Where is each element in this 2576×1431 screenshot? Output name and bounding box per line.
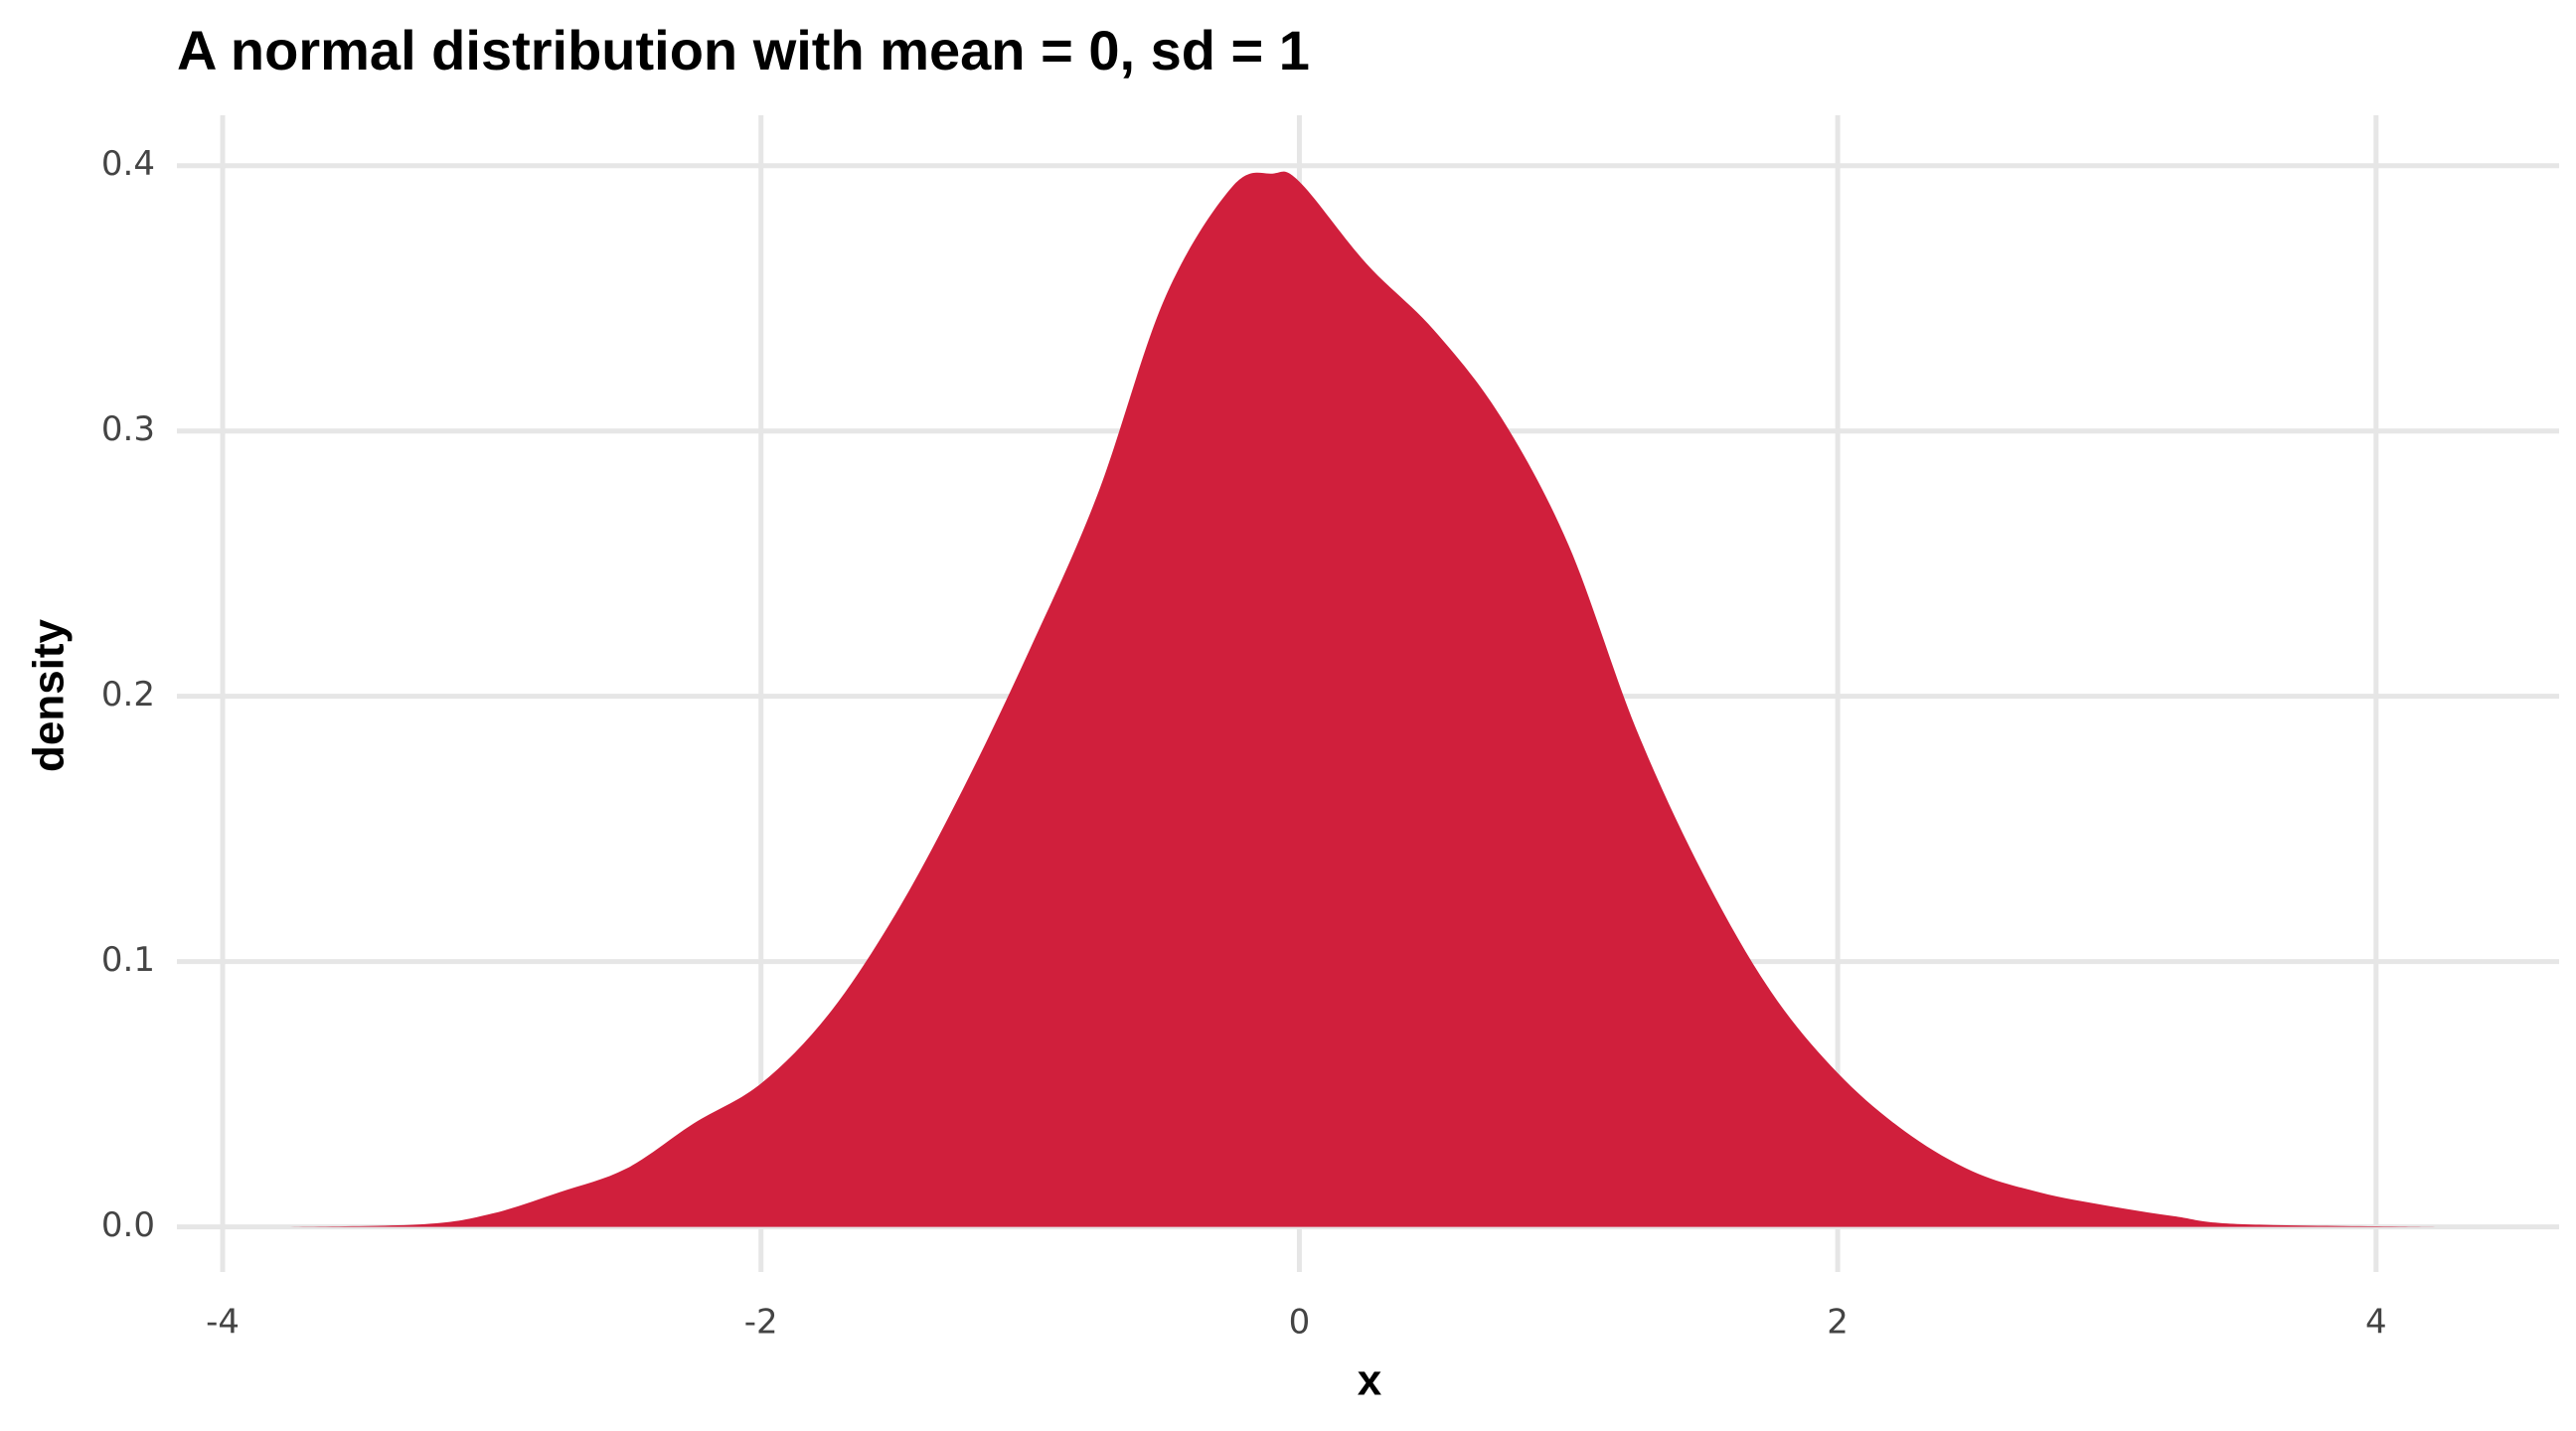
chart-title: A normal distribution with mean = 0, sd … xyxy=(177,19,1310,81)
y-tick-label: 0.0 xyxy=(101,1205,155,1245)
ticks: 0.0 0.1 0.2 0.3 0.4 -4 -2 0 2 4 xyxy=(101,144,2387,1342)
marks xyxy=(287,171,2444,1227)
x-tick-label: 2 xyxy=(1827,1303,1849,1343)
y-tick-label: 0.1 xyxy=(101,940,155,980)
y-tick-label: 0.3 xyxy=(101,409,155,449)
x-tick-label: 0 xyxy=(1289,1303,1311,1343)
x-axis-title: x xyxy=(1358,1356,1382,1405)
y-axis-title: density xyxy=(25,618,74,772)
density-area xyxy=(287,171,2444,1227)
x-tick-label: 4 xyxy=(2365,1303,2387,1343)
x-tick-label: -2 xyxy=(744,1303,778,1343)
y-tick-label: 0.2 xyxy=(101,675,155,715)
y-tick-label: 0.4 xyxy=(101,144,155,184)
x-tick-label: -4 xyxy=(206,1303,240,1343)
